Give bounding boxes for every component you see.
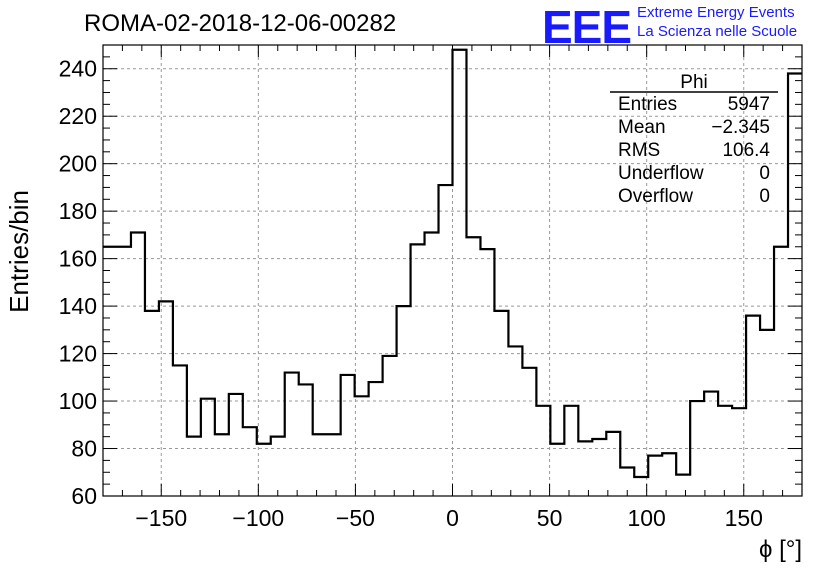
histogram-bin bbox=[732, 408, 746, 496]
histogram-bin bbox=[271, 437, 285, 496]
histogram-bin bbox=[550, 444, 564, 496]
x-tick-label: −100 bbox=[232, 505, 284, 531]
histogram-bin bbox=[145, 311, 159, 496]
histogram-bin bbox=[299, 384, 313, 496]
histogram-bin bbox=[788, 73, 802, 496]
y-tick-label: 160 bbox=[59, 246, 97, 272]
histogram-bin bbox=[704, 392, 718, 496]
stats-value: 0 bbox=[759, 186, 770, 207]
stats-label: Overflow bbox=[618, 186, 693, 207]
histogram-bin bbox=[620, 468, 634, 496]
histogram-bin bbox=[229, 394, 243, 496]
stats-label: RMS bbox=[618, 140, 660, 161]
stats-value: 106.4 bbox=[722, 140, 770, 161]
stats-value: 5947 bbox=[728, 94, 770, 115]
histogram-bin bbox=[159, 301, 173, 496]
stats-box-title: Phi bbox=[680, 72, 707, 93]
histogram-bin bbox=[439, 185, 453, 496]
x-tick-label: −50 bbox=[336, 505, 375, 531]
y-tick-label: 120 bbox=[59, 341, 97, 367]
histogram-bin bbox=[369, 382, 383, 496]
histogram-bin bbox=[397, 306, 411, 496]
stats-label: Underflow bbox=[618, 163, 704, 184]
histogram-bin bbox=[103, 247, 117, 496]
histogram-bin bbox=[480, 249, 494, 496]
histogram-bin bbox=[466, 237, 480, 496]
histogram-bin bbox=[285, 373, 299, 496]
histogram-bin bbox=[355, 396, 369, 496]
histogram-bin bbox=[201, 399, 215, 496]
logo-caption: Extreme Energy Events La Scienza nelle S… bbox=[637, 3, 797, 41]
histogram-bin bbox=[453, 50, 467, 496]
histogram-bin bbox=[243, 427, 257, 496]
stats-value: 0 bbox=[759, 163, 770, 184]
plot-title: ROMA-02-2018-12-06-00282 bbox=[84, 10, 397, 37]
histogram-bin bbox=[257, 444, 271, 496]
histogram-bin bbox=[690, 401, 704, 496]
histogram-bin bbox=[564, 406, 578, 496]
histogram-series bbox=[103, 48, 802, 479]
stats-value: −2.345 bbox=[711, 117, 770, 138]
histogram-bin bbox=[508, 346, 522, 496]
y-tick-label: 60 bbox=[71, 483, 97, 509]
x-tick-label: 150 bbox=[725, 505, 763, 531]
histogram-bin bbox=[634, 477, 648, 496]
histogram-bin bbox=[606, 432, 620, 496]
histogram-bin bbox=[383, 356, 397, 496]
histogram-bin bbox=[411, 244, 425, 496]
y-tick-label: 180 bbox=[59, 198, 97, 224]
y-tick-label: 240 bbox=[59, 56, 97, 82]
histogram-bin bbox=[662, 453, 676, 496]
histogram-bin bbox=[536, 406, 550, 496]
stats-label: Entries bbox=[618, 94, 677, 115]
histogram-bin bbox=[718, 406, 732, 496]
histogram-bin bbox=[313, 434, 327, 496]
histogram-bin bbox=[187, 437, 201, 496]
histogram-bin bbox=[760, 330, 774, 496]
y-tick-label: 220 bbox=[59, 103, 97, 129]
histogram-bin bbox=[131, 233, 145, 496]
stats-label: Mean bbox=[618, 117, 666, 138]
histogram-bin bbox=[774, 247, 788, 496]
histogram-bin bbox=[425, 233, 439, 496]
histogram-bin bbox=[746, 316, 760, 496]
x-axis-label: ϕ [°] bbox=[758, 536, 802, 563]
x-tick-label: 50 bbox=[537, 505, 563, 531]
histogram-bin bbox=[494, 311, 508, 496]
histogram-bin bbox=[117, 247, 131, 496]
y-tick-label: 200 bbox=[59, 151, 97, 177]
histogram-bin bbox=[327, 434, 341, 496]
logo-caption-line2: La Scienza nelle Scuole bbox=[637, 23, 798, 40]
y-tick-label: 140 bbox=[59, 293, 97, 319]
y-tick-label: 100 bbox=[59, 388, 97, 414]
histogram-bin bbox=[592, 439, 606, 496]
histogram-bin bbox=[173, 365, 187, 496]
x-tick-label: 0 bbox=[446, 505, 459, 531]
y-tick-label: 80 bbox=[71, 436, 97, 462]
histogram-bin bbox=[578, 441, 592, 496]
x-tick-label: −150 bbox=[135, 505, 187, 531]
logo-caption-line1: Extreme Energy Events bbox=[637, 4, 795, 21]
x-tick-label: 100 bbox=[627, 505, 665, 531]
histogram-bin bbox=[648, 456, 662, 496]
histogram-bin bbox=[522, 368, 536, 496]
eee-logo: EEE bbox=[542, 1, 632, 53]
histogram-bin bbox=[341, 375, 355, 496]
histogram-bin bbox=[215, 434, 229, 496]
histogram-bin bbox=[676, 475, 690, 496]
